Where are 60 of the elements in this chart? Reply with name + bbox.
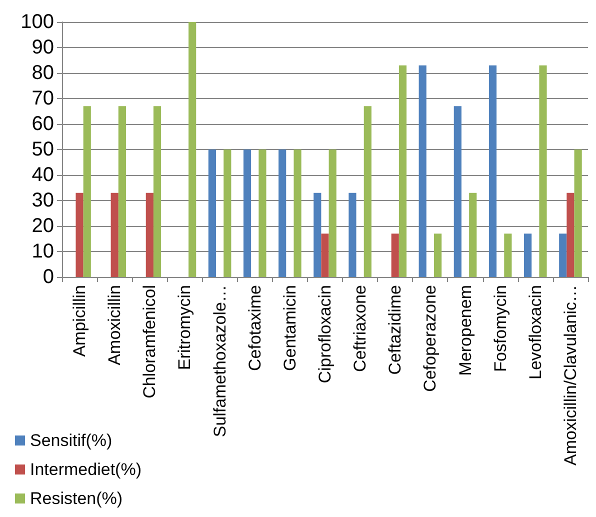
bar — [524, 234, 532, 277]
bar — [574, 150, 582, 277]
bar — [314, 192, 322, 277]
bar — [328, 150, 336, 277]
bar — [566, 192, 574, 277]
x-tick-label: Meropenem — [456, 285, 475, 376]
bar — [559, 234, 567, 277]
bar — [208, 150, 216, 277]
bar — [321, 234, 329, 277]
x-tick-label: Levofloxacin — [526, 285, 545, 380]
bar — [188, 22, 196, 277]
x-tick-label: Eritromycin — [175, 285, 194, 370]
x-tick-label: Gentamicin — [280, 285, 300, 371]
bar — [153, 106, 162, 277]
y-tick-label: 30 — [32, 190, 54, 212]
bar — [278, 150, 286, 277]
bar — [348, 192, 356, 277]
bar — [364, 106, 372, 277]
bar — [294, 150, 302, 277]
bar — [118, 106, 126, 277]
x-tick-label: Cefotaxime — [245, 285, 264, 371]
y-tick-label: 60 — [32, 113, 54, 135]
x-tick-label: Amoxicillin — [105, 285, 124, 366]
bar — [539, 65, 547, 277]
bar — [243, 150, 252, 277]
bar — [76, 192, 84, 277]
bar — [146, 192, 154, 277]
legend-label: Intermediet(%) — [30, 460, 142, 479]
bar — [398, 65, 407, 277]
y-tick-label: 70 — [32, 88, 54, 110]
bar — [469, 192, 477, 277]
bar — [83, 106, 91, 277]
x-tick-label: Amoxicillin/Clavulanic… — [560, 285, 580, 466]
y-tick-label: 100 — [20, 11, 54, 33]
bar — [110, 192, 118, 277]
y-tick-label: 40 — [32, 164, 54, 186]
bar — [258, 150, 266, 277]
y-tick-label: 50 — [32, 138, 54, 160]
y-tick-label: 0 — [42, 266, 54, 288]
y-tick-label: 90 — [32, 36, 54, 58]
bar — [391, 234, 399, 277]
bar — [504, 234, 512, 277]
x-tick-label: Ampicillin — [70, 285, 90, 357]
x-tick-label: Ceftazidime — [386, 285, 405, 375]
bar — [488, 65, 497, 277]
y-tick-label: 20 — [32, 215, 54, 237]
bar — [434, 234, 442, 277]
x-tick-label: Sulfamethoxazole… — [210, 285, 230, 438]
x-tick-label: Ceftriaxone — [350, 285, 370, 372]
y-tick-label: 10 — [32, 240, 54, 262]
y-tick-label: 80 — [32, 62, 54, 84]
x-tick-label: Cefoperazone — [420, 285, 440, 392]
bar — [454, 106, 462, 277]
x-tick-label: Fosfomycin — [490, 285, 510, 372]
x-tick-label: Chloramfenicol — [140, 285, 160, 398]
legend-label: Resisten(%) — [30, 489, 123, 508]
x-tick-label: Ciprofloxacin — [316, 285, 334, 384]
bar — [224, 150, 232, 277]
bar — [418, 65, 426, 277]
legend-label: Sensitif(%) — [30, 431, 112, 450]
